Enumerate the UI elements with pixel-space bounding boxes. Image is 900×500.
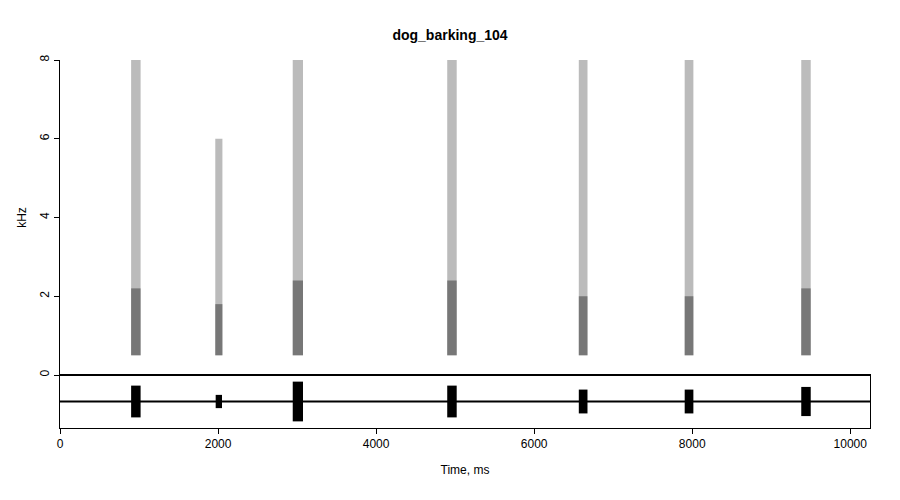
svg-text:4: 4 (38, 212, 52, 219)
svg-text:6: 6 (38, 133, 52, 140)
svg-text:4000: 4000 (363, 437, 390, 451)
svg-text:6000: 6000 (521, 437, 548, 451)
svg-text:dog_barking_104: dog_barking_104 (392, 27, 507, 43)
svg-text:2: 2 (38, 291, 52, 298)
svg-text:kHz: kHz (16, 207, 30, 228)
svg-text:8: 8 (38, 55, 52, 62)
svg-text:Time, ms: Time, ms (441, 463, 490, 477)
svg-text:2000: 2000 (205, 437, 232, 451)
svg-text:8000: 8000 (679, 437, 706, 451)
svg-text:0: 0 (57, 437, 64, 451)
svg-text:10000: 10000 (834, 437, 868, 451)
svg-text:0: 0 (38, 370, 52, 377)
